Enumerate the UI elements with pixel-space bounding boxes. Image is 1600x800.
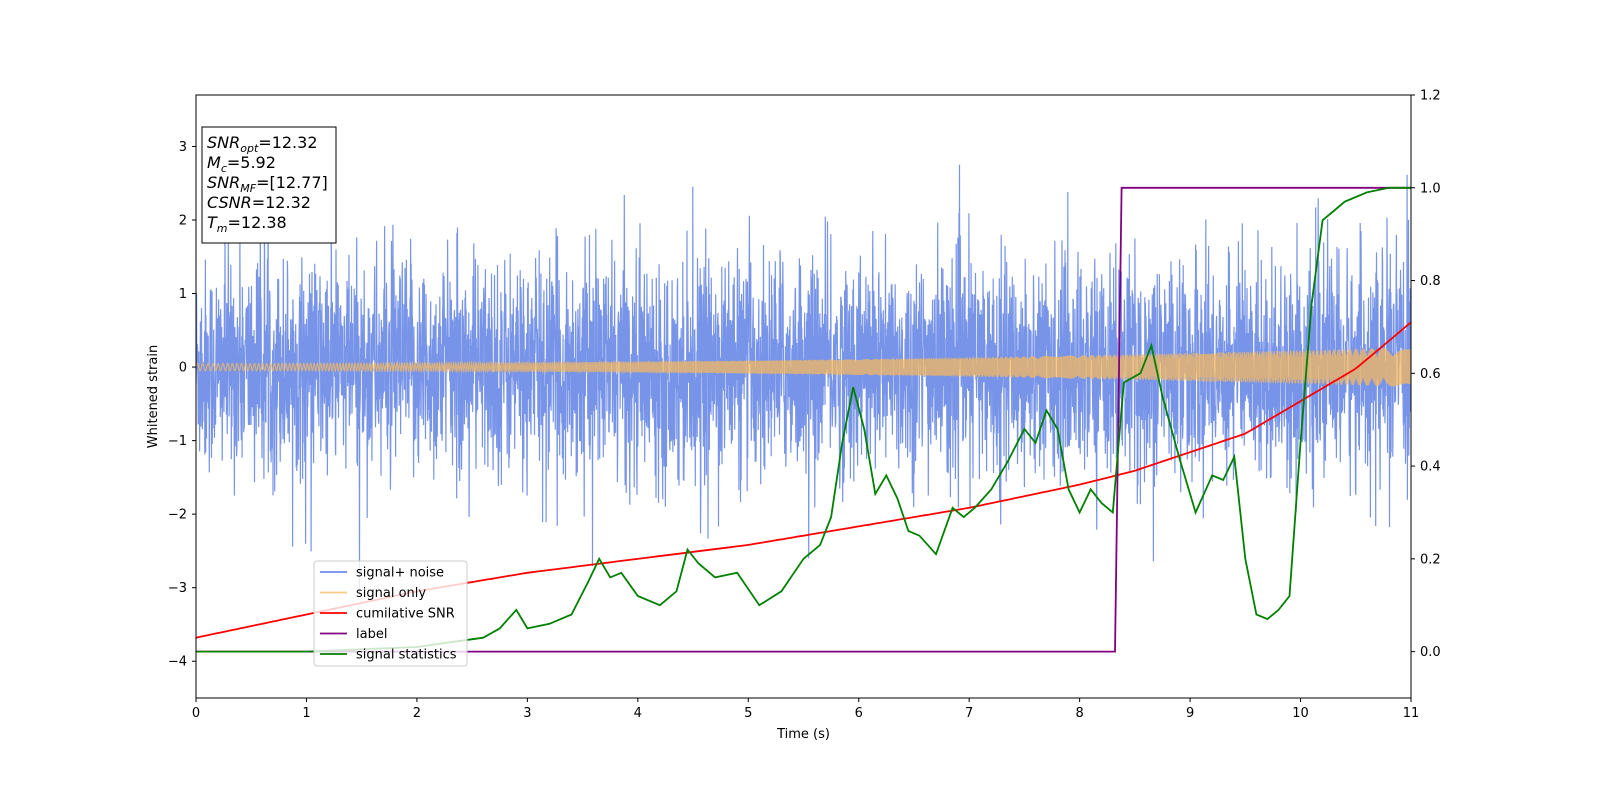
y-tick-label: −2 (168, 508, 187, 523)
x-axis-ticks: 0 1 2 3 4 5 6 7 8 9 10 11 (192, 698, 1419, 721)
y-axis-ticks: −4 −3 −2 −1 0 1 2 3 (168, 140, 196, 670)
y2-tick-label: 0.6 (1420, 367, 1441, 382)
series-signal-only-line (196, 347, 1411, 387)
y-tick-label: 1 (179, 287, 187, 302)
signal-noise-layer (196, 164, 1411, 596)
y2-tick-label: 0.0 (1420, 645, 1441, 660)
stats-annotation-box: SNRopt=12.32Mc=5.92SNRMF=[12.77]CSNR=12.… (201, 126, 337, 244)
annotation-line: CSNR=12.32 (207, 193, 311, 212)
y-tick-label: 3 (179, 140, 187, 155)
y-tick-label: 2 (179, 214, 187, 229)
legend-frame (313, 560, 468, 667)
legend-entry: cumilative SNR (356, 607, 455, 622)
y2-tick-label: 0.4 (1420, 460, 1441, 475)
y2-tick-label: 0.2 (1420, 552, 1441, 567)
series-signal-noise-line (196, 164, 1411, 596)
annotation-line: Tm=12.38 (207, 213, 287, 235)
x-tick-label: 4 (634, 706, 642, 721)
annotation-line: SNRopt=12.32 (207, 133, 318, 155)
legend-entry: signal+ noise (356, 566, 444, 581)
annotation-line: SNRMF=[12.77] (207, 173, 328, 195)
y-tick-label: 0 (179, 361, 187, 376)
y2-tick-label: 0.8 (1420, 274, 1441, 289)
x-tick-label: 10 (1292, 706, 1309, 721)
legend-entry: label (356, 627, 387, 642)
x-tick-label: 2 (413, 706, 421, 721)
y-tick-label: −4 (168, 655, 187, 670)
x-tick-label: 6 (855, 706, 863, 721)
signal-only-layer (196, 347, 1411, 387)
y2-axis-ticks: 0.0 0.2 0.4 0.6 0.8 1.0 1.2 (1411, 89, 1441, 660)
x-axis-label: Time (s) (776, 727, 830, 742)
y2-tick-label: 1.0 (1420, 181, 1441, 196)
x-tick-label: 5 (744, 706, 752, 721)
x-tick-label: 3 (523, 706, 531, 721)
series-label-line (196, 186, 1411, 653)
x-tick-label: 11 (1403, 706, 1420, 721)
legend-entry: signal only (356, 586, 426, 601)
annotation-box-frame (201, 126, 337, 244)
x-tick-label: 0 (192, 706, 200, 721)
x-tick-label: 9 (1186, 706, 1194, 721)
legend: signal+ noise signal only cumilative SNR la… (313, 560, 468, 667)
y-tick-label: −3 (168, 581, 187, 596)
y-tick-label: −1 (168, 434, 187, 449)
x-tick-label: 7 (965, 706, 973, 721)
legend-entry: signal statistics (356, 648, 457, 663)
annotation-line: Mc=5.92 (207, 153, 276, 175)
y-axis-label: Whitened strain (146, 345, 161, 448)
series-signal-statistics-line (196, 186, 1411, 653)
plot-frame (195, 94, 1412, 699)
x-tick-label: 8 (1075, 706, 1083, 721)
x-tick-label: 1 (302, 706, 310, 721)
y2-tick-label: 1.2 (1420, 89, 1441, 104)
